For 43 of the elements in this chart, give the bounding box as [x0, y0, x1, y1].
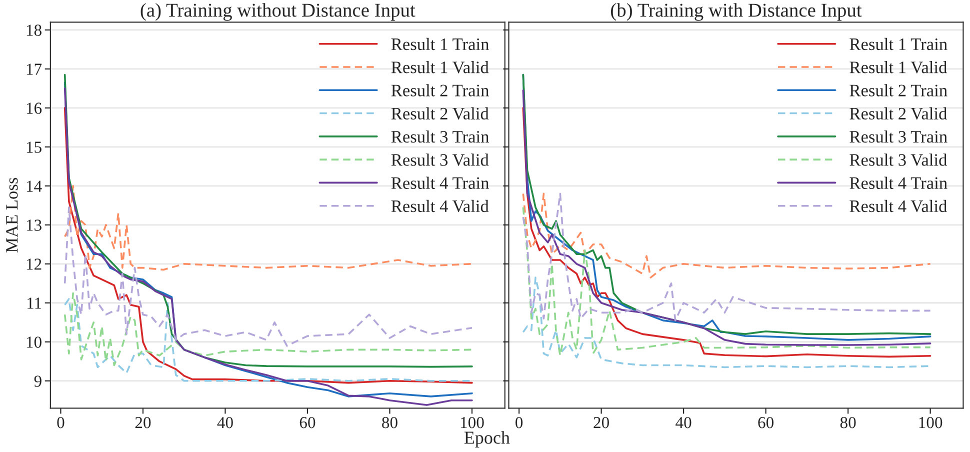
y-tick-label: 12	[26, 258, 42, 270]
x-tick-label: 60	[758, 416, 774, 428]
x-tick-label: 20	[594, 416, 609, 428]
legend-label: Result 4 Valid	[391, 200, 489, 212]
x-tick-label: 80	[382, 416, 398, 428]
y-tick-label: 13	[26, 220, 42, 231]
x-tick-label: 80	[840, 416, 856, 428]
legend-label: Result 1 Train	[850, 38, 948, 50]
x-tick-label: 20	[135, 416, 151, 428]
legend-label: Result 2 Valid	[850, 107, 948, 120]
legend-label: Result 4 Train	[391, 176, 489, 189]
y-tick-label: 17	[26, 64, 42, 75]
x-tick-label: 40	[676, 416, 692, 428]
chart-title: (b) Training with Distance Input	[610, 3, 862, 21]
legend-label: Result 3 Train	[850, 130, 948, 143]
legend-label: Result 2 Train	[391, 84, 489, 96]
y-tick-label: 18	[26, 24, 42, 36]
legend-label: Result 1 Valid	[391, 61, 489, 74]
legend-label: Result 2 Valid	[391, 107, 489, 120]
x-tick-label: 0	[516, 416, 523, 428]
line-series	[64, 292, 473, 366]
legend-label: Result 4 Valid	[850, 200, 948, 212]
legend-label: Result 2 Train	[850, 84, 948, 96]
legend-label: Result 1 Valid	[850, 61, 948, 74]
x-tick-label: 40	[217, 416, 233, 428]
legend-label: Result 4 Train	[850, 176, 948, 189]
legend-label: Result 3 Valid	[850, 154, 948, 166]
y-tick-label: 16	[26, 102, 42, 114]
x-tick-label: 100	[460, 416, 484, 428]
y-tick-label: 9	[34, 376, 42, 387]
x-axis-title: Epoch	[464, 431, 510, 448]
x-tick-label: 100	[919, 416, 942, 428]
chart-title: (a) Training without Distance Input	[140, 3, 416, 21]
legend-label: Result 3 Train	[391, 130, 489, 143]
y-tick-label: 14	[26, 180, 42, 192]
legend-label: Result 1 Train	[391, 38, 489, 50]
legend-label: Result 3 Valid	[391, 154, 489, 166]
x-tick-label: 0	[57, 416, 64, 428]
y-tick-label: 15	[26, 142, 42, 153]
y-tick-label: 10	[26, 336, 42, 348]
y-axis-title: MAE Loss	[6, 178, 18, 253]
x-tick-label: 60	[300, 416, 316, 428]
y-tick-label: 11	[28, 298, 42, 309]
